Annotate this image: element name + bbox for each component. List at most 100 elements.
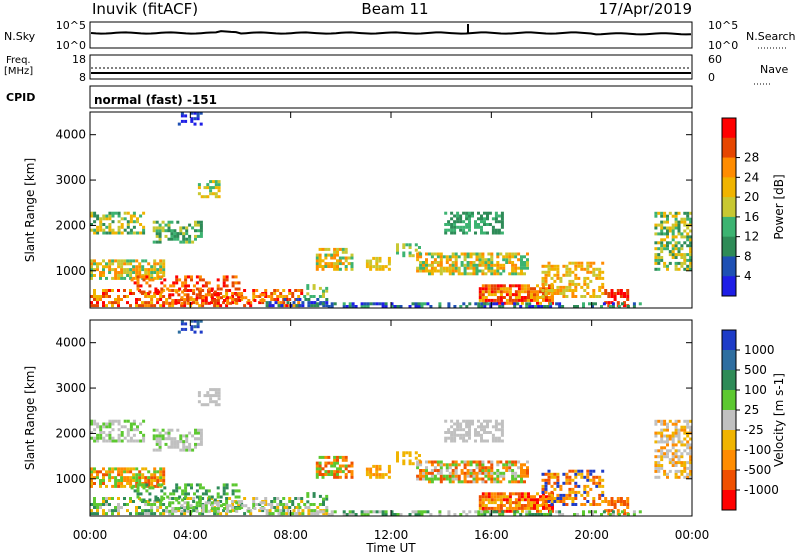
- vel-cell: [490, 495, 494, 499]
- vel-cell: [168, 497, 172, 500]
- vel-cell: [487, 495, 491, 499]
- vel-cell: [487, 471, 491, 475]
- vel-cell: [216, 507, 220, 510]
- power-cell: [93, 220, 97, 224]
- power-cell: [671, 250, 675, 254]
- vel-cell: [99, 482, 102, 485]
- power-cell: [484, 298, 488, 302]
- vel-cell: [416, 463, 420, 467]
- power-cell: [378, 259, 382, 263]
- power-cell: [499, 298, 503, 302]
- vel-cell: [453, 513, 457, 516]
- power-cell: [680, 244, 684, 248]
- vel-cell: [313, 509, 317, 513]
- vel-cell: [668, 449, 672, 453]
- power-cell: [478, 258, 482, 262]
- vel-cell: [315, 473, 319, 476]
- vel-cell: [279, 500, 283, 503]
- vel-cell: [123, 419, 127, 423]
- power-cell: [291, 304, 295, 308]
- power-cell: [170, 237, 174, 241]
- y-tick-label: 3000: [55, 381, 86, 395]
- power-cell: [171, 304, 175, 308]
- power-cell: [683, 256, 687, 259]
- vel-cell: [129, 497, 132, 500]
- vel-cell: [474, 428, 477, 432]
- vel-cell: [527, 498, 530, 502]
- vel-cell: [175, 483, 179, 487]
- power-cell: [194, 220, 197, 224]
- power-cell: [198, 304, 202, 308]
- power-cell: [158, 237, 162, 241]
- power-cell: [186, 293, 190, 297]
- vel-cell: [523, 504, 527, 507]
- vel-cell: [663, 440, 667, 444]
- vel-cell: [654, 440, 658, 444]
- power-cell: [150, 271, 154, 274]
- vel-cell: [111, 476, 115, 480]
- power-cell: [680, 256, 684, 259]
- power-cell: [546, 305, 550, 308]
- vel-cell: [595, 481, 599, 485]
- power-cell: [270, 292, 274, 295]
- power-cell: [419, 252, 423, 256]
- power-cell: [481, 298, 485, 302]
- power-cell: [598, 273, 602, 277]
- power-cell: [526, 266, 529, 270]
- power-cell: [123, 211, 127, 215]
- power-cell: [483, 217, 486, 221]
- power-cell: [327, 262, 331, 266]
- vel-cell: [465, 439, 469, 443]
- vel-cell: [484, 480, 488, 484]
- vel-cell: [197, 437, 200, 441]
- power-cell: [268, 301, 272, 305]
- vel-cell: [660, 431, 664, 435]
- vel-cell: [93, 506, 96, 509]
- power-cell: [309, 295, 313, 298]
- power-cell: [419, 261, 423, 264]
- power-cell: [544, 279, 548, 283]
- vel-cell: [158, 434, 162, 438]
- power-cell: [499, 263, 503, 267]
- vel-cell: [214, 403, 218, 407]
- vel-cell: [613, 503, 617, 506]
- vel-cell: [219, 512, 223, 516]
- power-cell: [222, 278, 226, 282]
- power-cell: [683, 220, 687, 224]
- power-cell: [369, 262, 373, 266]
- vel-cell: [390, 510, 394, 514]
- power-cell: [660, 229, 664, 233]
- vel-cell: [333, 461, 337, 465]
- vel-cell: [574, 497, 578, 500]
- power-cell: [214, 195, 218, 199]
- vel-cell: [96, 473, 99, 477]
- power-cell: [559, 279, 563, 283]
- power-cell: [161, 220, 165, 224]
- power-cell: [182, 232, 186, 236]
- vel-cell: [494, 428, 498, 432]
- vel-cell: [204, 489, 208, 493]
- power-cell: [502, 296, 506, 299]
- power-cell: [514, 252, 518, 256]
- vel-cell: [683, 475, 687, 479]
- vel-cell: [447, 428, 451, 432]
- vel-cell: [120, 439, 124, 443]
- vel-cell: [90, 473, 93, 477]
- vel-cell: [201, 492, 205, 496]
- vel-cell: [445, 463, 449, 467]
- vel-cell: [142, 483, 146, 487]
- power-cell: [225, 284, 229, 288]
- vel-cell: [102, 467, 105, 471]
- power-cell: [663, 220, 667, 224]
- x-tick-label: 08:00: [273, 528, 308, 542]
- power-cell: [228, 289, 232, 292]
- power-cell: [96, 228, 100, 232]
- vel-cell: [436, 469, 440, 472]
- vel-cell: [126, 433, 130, 437]
- power-cell: [181, 281, 185, 285]
- power-cell: [93, 259, 96, 263]
- power-cell: [138, 268, 142, 272]
- power-cell: [181, 284, 185, 288]
- vel-cell: [172, 492, 176, 496]
- power-cell: [445, 266, 449, 270]
